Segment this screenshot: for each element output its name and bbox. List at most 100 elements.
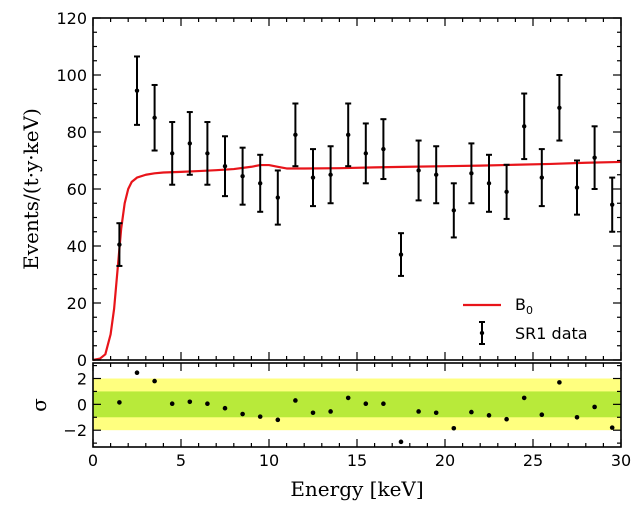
data-marker	[363, 151, 368, 156]
data-point	[222, 135, 228, 198]
x-axis-title: Energy [keV]	[290, 477, 423, 501]
x-tick-label: 5	[176, 451, 186, 470]
data-marker	[451, 208, 456, 213]
residual-point	[574, 414, 580, 420]
bottom-x-ticks: 0 5 10 15 20 25 30	[88, 363, 631, 470]
residual-point	[521, 395, 527, 401]
legend-model-label: B0	[515, 295, 533, 317]
data-point	[362, 122, 369, 185]
top-x-ticks	[92, 18, 622, 360]
residual-point	[451, 425, 457, 431]
data-marker	[328, 172, 333, 177]
residual-point	[469, 409, 474, 415]
data-point	[345, 102, 352, 168]
data-point	[521, 92, 528, 161]
residual-point	[328, 409, 333, 414]
data-marker	[346, 132, 351, 138]
residual-point	[486, 413, 492, 418]
data-point	[134, 55, 140, 126]
top-plot-area	[92, 55, 622, 362]
data-point	[609, 176, 616, 233]
data-point	[538, 148, 545, 208]
y-tick-label: 120	[56, 9, 87, 28]
data-marker	[293, 132, 298, 138]
data-marker	[310, 175, 316, 180]
sigma-tick-label: −2	[63, 421, 87, 440]
bottom-y-axis-title: σ	[27, 398, 51, 412]
data-point	[186, 111, 193, 176]
data-marker	[152, 115, 157, 120]
y-tick-label: 100	[56, 66, 87, 85]
legend-model-name: B	[515, 295, 526, 314]
bottom-panel: 0 5 10 15 20 25 30 −202	[63, 362, 631, 470]
residual-point	[257, 414, 263, 419]
residual-point	[152, 378, 157, 384]
data-point	[433, 145, 440, 205]
data-point	[239, 146, 246, 206]
data-point	[380, 118, 387, 181]
y-tick-label: 20	[67, 294, 87, 313]
y-tick-label: 60	[67, 180, 87, 199]
legend-data-label: SR1 data	[515, 324, 588, 343]
legend: B0 SR1 data	[463, 295, 588, 345]
residual-point	[381, 401, 386, 407]
residual-point	[293, 398, 298, 403]
data-marker	[170, 151, 175, 156]
data-point	[274, 169, 281, 226]
residual-point	[205, 401, 210, 407]
residual-point	[609, 425, 615, 430]
residual-point	[592, 404, 597, 410]
residual-point	[222, 405, 228, 411]
data-marker	[522, 124, 527, 129]
data-point	[450, 182, 457, 239]
data-point	[292, 102, 299, 168]
data-marker	[117, 242, 122, 247]
x-tick-label: 30	[611, 451, 631, 470]
y-tick-label: 0	[77, 351, 87, 370]
residual-point	[433, 410, 439, 416]
data-point	[503, 163, 510, 220]
data-point	[257, 153, 264, 213]
data-point	[556, 74, 563, 142]
data-point	[591, 125, 598, 190]
sigma1-band	[93, 391, 621, 418]
residual-point	[240, 411, 245, 417]
residual-point	[504, 416, 509, 422]
bottom-y-ticks: −2 0 2	[63, 364, 621, 444]
data-point	[468, 142, 475, 205]
x-tick-label: 15	[347, 451, 367, 470]
y-tick-label: 40	[67, 237, 87, 256]
data-marker	[434, 172, 439, 177]
x-tick-label: 10	[259, 451, 279, 470]
y-axis-title: Events/(t·y·keV)	[19, 108, 43, 270]
data-marker	[240, 173, 245, 179]
data-marker	[205, 151, 210, 156]
data-point	[415, 139, 422, 202]
data-point	[486, 153, 492, 213]
data-point	[327, 145, 334, 205]
residual-point	[363, 401, 369, 407]
residual-point	[310, 410, 316, 416]
data-marker	[469, 171, 474, 176]
residual-point	[345, 395, 351, 401]
x-tick-label: 20	[435, 451, 455, 470]
data-point	[116, 222, 123, 267]
data-point	[169, 121, 176, 186]
data-marker	[381, 146, 386, 152]
data-marker	[592, 155, 597, 160]
data-marker	[222, 164, 228, 169]
data-marker	[258, 181, 263, 186]
data-point	[398, 232, 404, 277]
residual-point	[557, 380, 562, 385]
data-point	[151, 83, 158, 152]
data-marker	[539, 175, 544, 180]
data-marker	[574, 185, 580, 190]
data-marker	[504, 189, 509, 195]
residual-point	[275, 417, 281, 423]
residual-point	[134, 370, 140, 375]
residual-point	[187, 399, 193, 405]
sigma-tick-label: 0	[77, 395, 87, 414]
data-marker	[134, 88, 140, 93]
